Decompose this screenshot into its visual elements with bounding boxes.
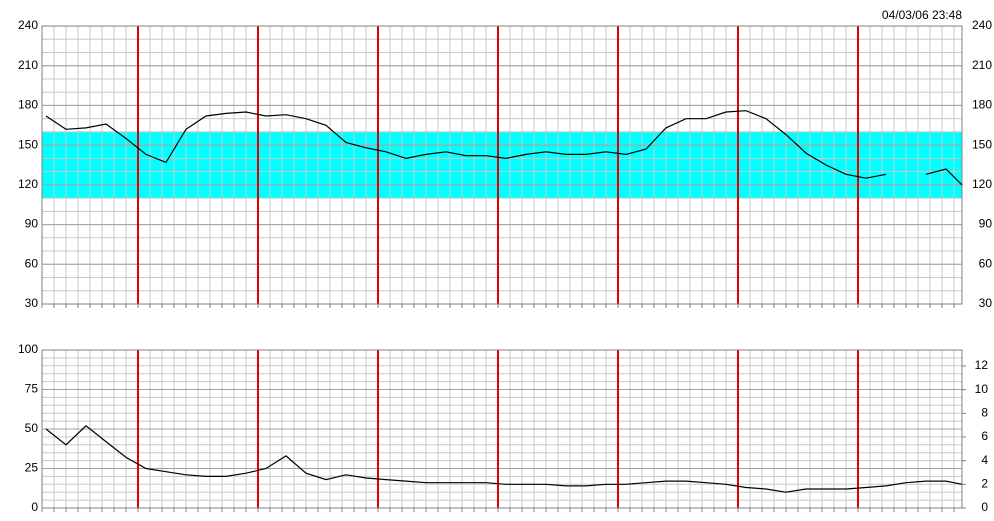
y2-tick-label: 6 <box>981 429 988 443</box>
y-tick-label-right: 150 <box>972 137 992 151</box>
y-tick-label: 240 <box>18 18 38 32</box>
y-tick-label: 120 <box>18 177 38 191</box>
y-tick-label: 150 <box>18 137 38 151</box>
trace <box>45 425 963 493</box>
y-tick-label: 0 <box>31 500 38 514</box>
y-tick-label: 50 <box>25 421 39 435</box>
y2-tick-label: 8 <box>981 405 988 419</box>
y2-tick-label: 0 <box>981 500 988 514</box>
plot-frame <box>41 25 963 305</box>
y2-tick-label: 4 <box>981 453 988 467</box>
y-tick-label: 210 <box>18 58 38 72</box>
y-tick-label-right: 60 <box>979 256 993 270</box>
y-tick-label: 180 <box>18 98 38 112</box>
plot-frame <box>41 349 963 509</box>
y-tick-label: 60 <box>25 256 39 270</box>
y-tick-label: 100 <box>18 342 38 356</box>
y-tick-label-right: 240 <box>972 18 992 32</box>
normal-band <box>42 131 962 199</box>
y-tick-label-right: 120 <box>972 177 992 191</box>
y-tick-label-right: 30 <box>979 296 993 310</box>
y-tick-label: 90 <box>25 217 39 231</box>
y-tick-label: 30 <box>25 296 39 310</box>
trace <box>45 110 963 186</box>
y2-tick-label: 10 <box>975 382 989 396</box>
y-tick-label: 75 <box>25 382 39 396</box>
y-tick-label: 25 <box>25 461 39 475</box>
timestamp: 04/03/06 23:48 <box>882 8 962 22</box>
y-tick-label-right: 210 <box>972 58 992 72</box>
y2-tick-label: 2 <box>981 477 988 491</box>
y2-tick-label: 12 <box>975 358 989 372</box>
y-tick-label-right: 180 <box>972 98 992 112</box>
y-tick-label-right: 90 <box>979 217 993 231</box>
